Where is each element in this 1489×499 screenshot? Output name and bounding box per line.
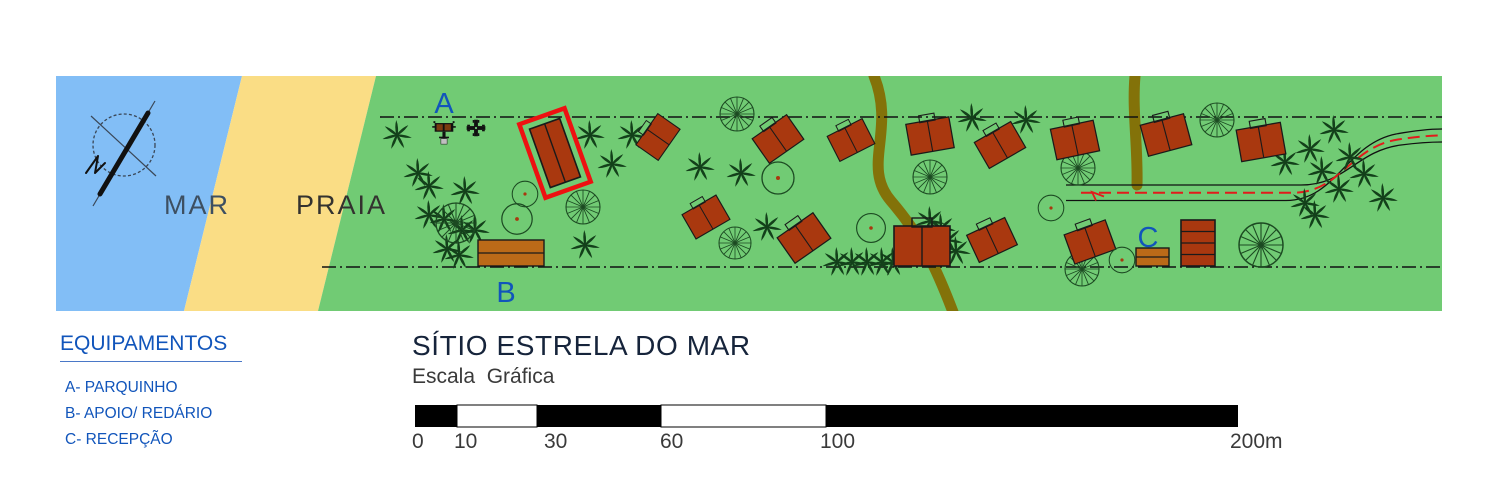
- svg-text:B: B: [496, 277, 515, 309]
- svg-text:A: A: [434, 88, 454, 120]
- svg-text:MAR: MAR: [164, 190, 230, 220]
- svg-text:PRAIA: PRAIA: [296, 190, 387, 220]
